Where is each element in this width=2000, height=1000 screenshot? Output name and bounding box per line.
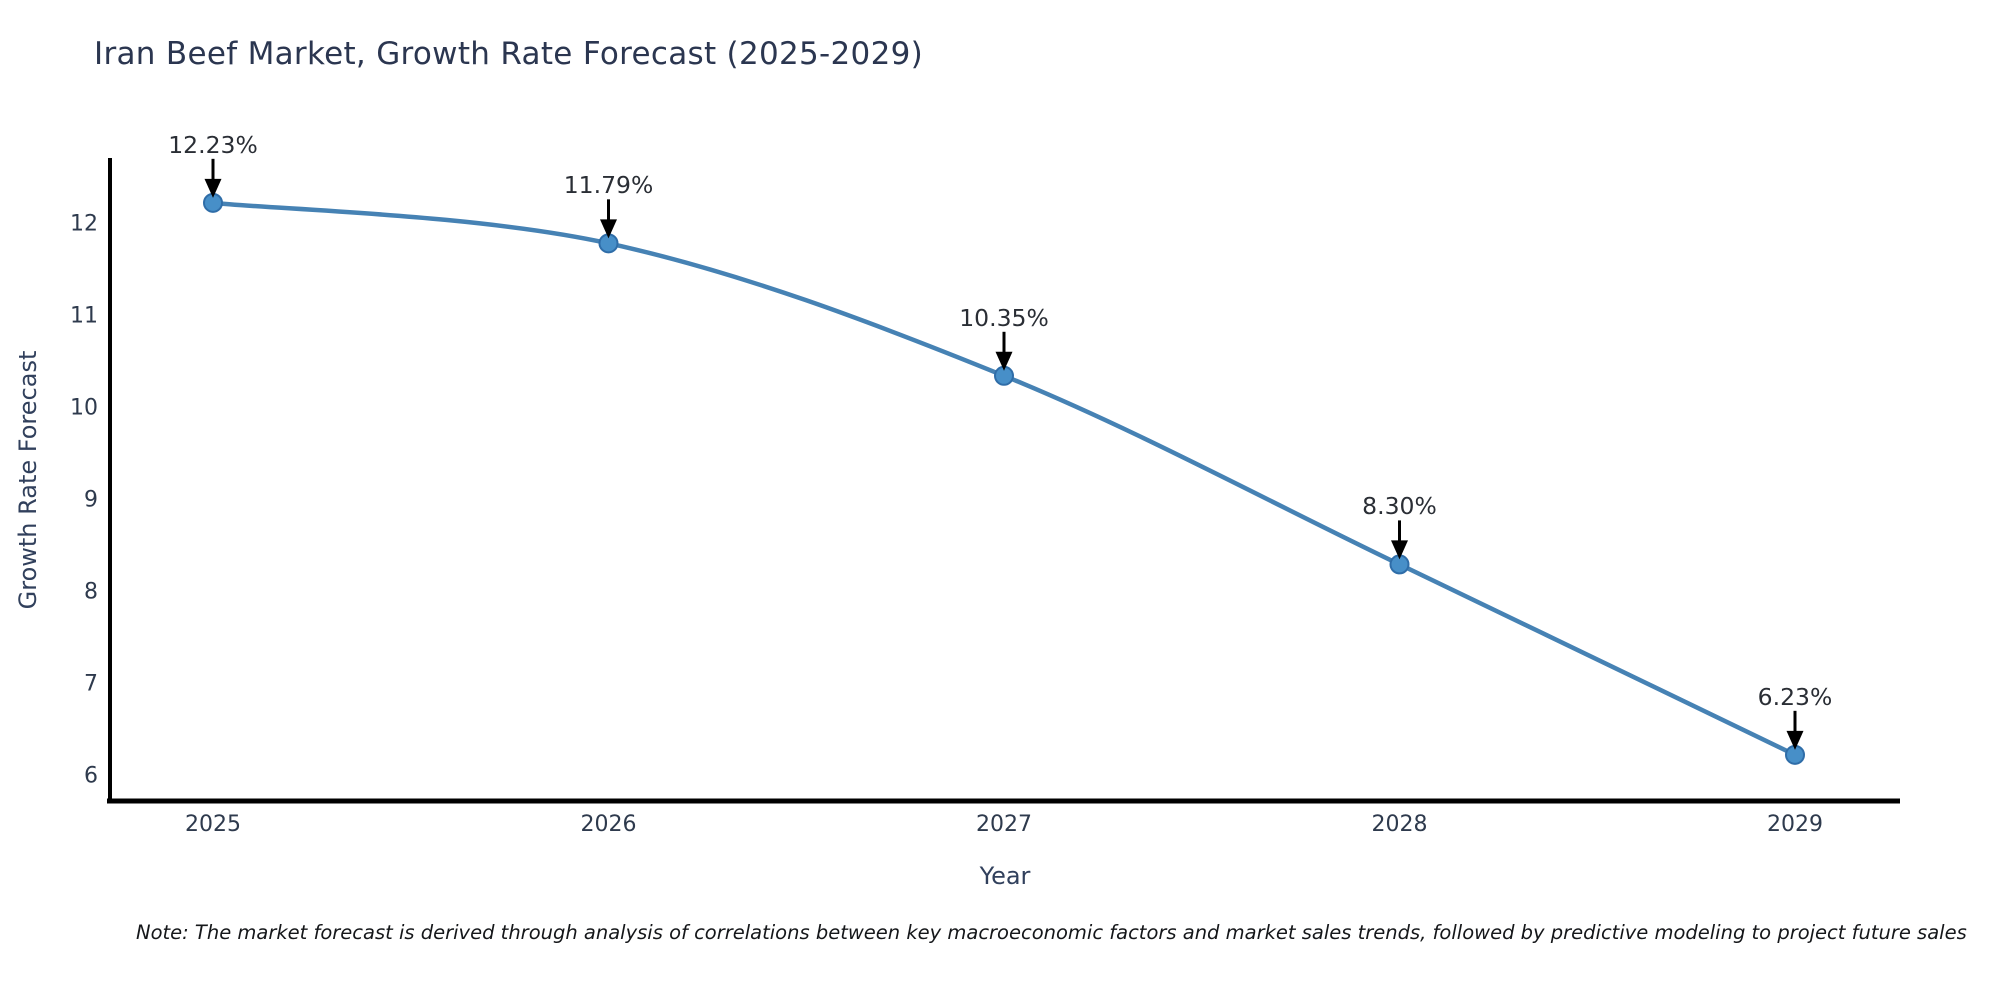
data-label: 6.23% (1757, 682, 1833, 711)
annotation-arrowhead (1786, 730, 1804, 750)
y-axis-title: Growth Rate Forecast (14, 350, 42, 609)
data-label: 11.79% (563, 171, 654, 200)
y-tick-label: 11 (70, 303, 98, 329)
annotation-arrowhead (1391, 540, 1408, 560)
data-label: 8.30% (1362, 492, 1437, 521)
y-tick-label: 6 (84, 763, 98, 789)
annotation-arrowhead (600, 219, 617, 239)
data-label: 10.35% (959, 303, 1049, 332)
footnote: Note: The market forecast is derived thr… (136, 921, 1967, 944)
x-tick-label: 2028 (1371, 812, 1428, 837)
chart-title: Iran Beef Market, Growth Rate Forecast (… (94, 36, 924, 72)
y-tick-label: 10 (70, 395, 98, 421)
x-tick-label: 2026 (580, 812, 637, 837)
annotation-arrowhead (204, 178, 222, 198)
y-tick-label: 12 (70, 211, 98, 237)
x-tick-label: 2029 (1767, 812, 1823, 837)
data-label: 12.23% (168, 130, 258, 159)
x-axis-title: Year (979, 862, 1031, 890)
y-tick-label: 8 (84, 579, 98, 605)
trend-line (210, 200, 1798, 758)
y-tick-label: 7 (84, 671, 98, 697)
annotation-arrowhead (995, 351, 1013, 371)
x-tick-label: 2027 (976, 812, 1032, 837)
x-tick-label: 2025 (185, 812, 241, 837)
y-tick-label: 9 (84, 487, 98, 513)
